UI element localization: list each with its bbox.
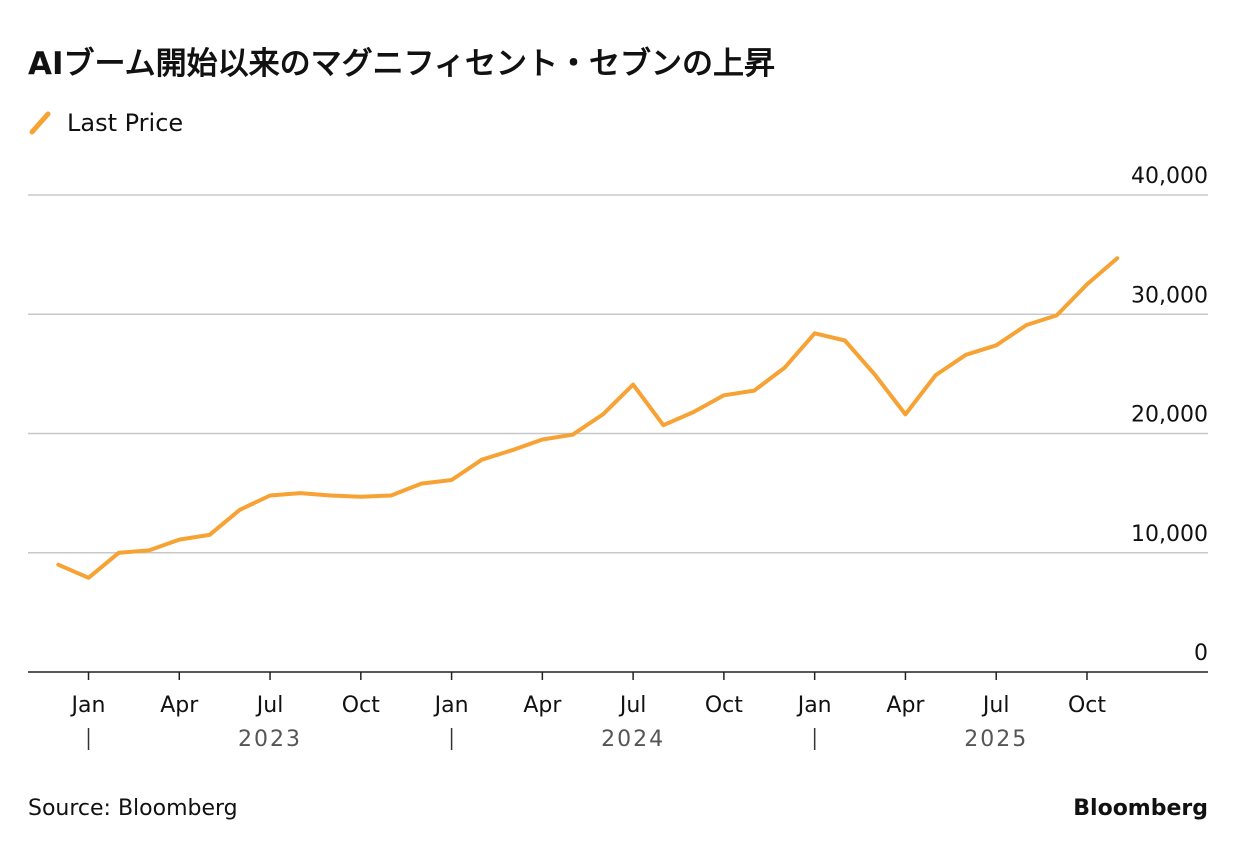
x-tick-label: Jan — [433, 693, 469, 718]
year-label: 2023 — [238, 727, 302, 752]
y-tick-label: 40,000 — [1131, 164, 1208, 189]
x-tick-label: Oct — [705, 693, 743, 718]
x-tick-label: Jul — [255, 693, 284, 718]
line-series — [56, 256, 1120, 580]
x-tick-label: Apr — [523, 693, 562, 718]
x-tick-label: Apr — [886, 693, 925, 718]
y-tick-label: 20,000 — [1131, 403, 1208, 428]
legend-label: Last Price — [67, 109, 183, 137]
x-tick-label: Oct — [342, 693, 380, 718]
y-tick-label: 30,000 — [1131, 283, 1208, 308]
y-tick-label: 0 — [1194, 641, 1208, 666]
x-tick-label: Jan — [796, 693, 832, 718]
year-label: 2025 — [964, 727, 1028, 752]
year-label: 2024 — [601, 727, 665, 752]
x-tick-label: Oct — [1068, 693, 1106, 718]
x-tick-label: Jan — [70, 693, 106, 718]
y-tick-label: 10,000 — [1131, 522, 1208, 547]
chart-title: AIブーム開始以来のマグニフィセント・セブンの上昇 — [28, 46, 775, 82]
brand: Bloomberg — [1073, 796, 1208, 821]
x-tick-label: Jul — [981, 693, 1010, 718]
x-tick-label: Jul — [618, 693, 647, 718]
x-tick-label: Apr — [160, 693, 199, 718]
source: Source: Bloomberg — [28, 796, 238, 821]
legend-swatch — [29, 111, 51, 135]
